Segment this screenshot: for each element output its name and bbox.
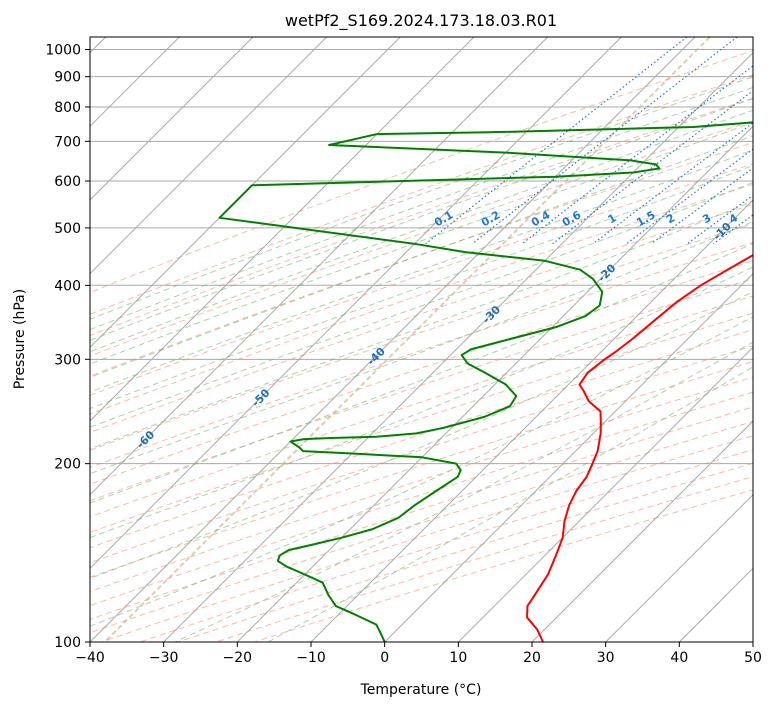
skewed-isotherms xyxy=(90,37,753,642)
isotherm-line xyxy=(90,37,401,349)
mixing-ratio-label: 1.5 xyxy=(634,208,657,229)
sounding-profiles xyxy=(218,121,753,642)
dry-adiabat-line xyxy=(90,329,753,549)
mixing-ratio-label: 6 xyxy=(766,211,775,226)
dry-adiabat-line xyxy=(90,50,753,293)
x-tick-label: 20 xyxy=(523,650,541,666)
moist-adiabat-line xyxy=(90,200,753,450)
mixing-ratio-line xyxy=(751,242,753,245)
plot-frame xyxy=(89,36,754,643)
isotherm-line xyxy=(90,37,254,201)
isotherm-line xyxy=(531,420,753,642)
y-tick-label: 700 xyxy=(54,134,81,150)
y-axis-ticks: 1000 900 800 700 600 500 400 300 200 100 xyxy=(45,43,90,651)
mixing-ratio-label: 0.1 xyxy=(432,208,455,229)
chart-title: wetPf2_S169.2024.173.18.03.R01 xyxy=(285,11,557,31)
isotherm-line xyxy=(457,346,753,642)
dry-adiabat-line xyxy=(90,183,753,415)
dry-adiabat-line xyxy=(215,476,753,642)
y-tick-label: 200 xyxy=(54,457,81,473)
dry-adiabat-line xyxy=(254,489,753,642)
x-tick-label: −40 xyxy=(75,650,105,666)
moist-adiabat-line xyxy=(90,149,753,393)
isotherm-label: -70 xyxy=(19,470,42,493)
y-tick-label: 800 xyxy=(54,100,81,116)
y-tick-label: 400 xyxy=(54,278,81,294)
isotherm-line xyxy=(605,493,753,642)
pressure-gridlines xyxy=(90,49,753,642)
mixing-ratio-label: 2 xyxy=(664,211,677,226)
dry-adiabat-line xyxy=(90,142,753,377)
frost-curve xyxy=(104,37,711,642)
x-axis-ticks: −40 −30 −20 −10 0 10 20 30 40 50 xyxy=(75,642,762,666)
isotherm-line xyxy=(752,641,753,642)
isotherm-line xyxy=(384,272,753,642)
x-axis-label: Temperature (°C) xyxy=(360,682,482,698)
dry-adiabat-line xyxy=(90,163,753,396)
isotherm-line xyxy=(310,199,753,642)
isotherm-line xyxy=(90,37,475,422)
y-tick-label: 1000 xyxy=(45,43,81,59)
moist-adiabat-line xyxy=(90,291,753,579)
dry-adiabats xyxy=(90,50,753,642)
mixing-ratio-line xyxy=(626,148,753,245)
x-tick-label: −10 xyxy=(296,650,326,666)
isotherm-line xyxy=(90,37,622,570)
x-tick-label: −20 xyxy=(223,650,253,666)
y-tick-label: 500 xyxy=(54,221,81,237)
moist-adiabat-line xyxy=(90,98,753,341)
dry-adiabat-line xyxy=(90,361,753,578)
y-tick-label: 600 xyxy=(54,174,81,190)
x-tick-label: −30 xyxy=(149,650,179,666)
isotherm-line xyxy=(163,51,753,642)
dry-adiabat-line xyxy=(90,97,753,337)
mixing-ratio-line xyxy=(592,122,753,245)
dry-adiabat-line xyxy=(90,345,753,564)
moist-adiabat-line xyxy=(90,242,753,504)
plot-area: -100-90-80-70-60-50-40-30-20-10010203040… xyxy=(19,37,775,642)
isotherm-line xyxy=(90,37,696,642)
mixing-ratio-label: 3 xyxy=(700,211,713,226)
frost-curve-line xyxy=(104,37,711,642)
mixing-ratio-line xyxy=(552,89,753,245)
moist-adiabat-line xyxy=(267,366,753,642)
dry-adiabat-line xyxy=(177,462,753,642)
x-tick-label: 0 xyxy=(380,650,389,666)
x-tick-label: 50 xyxy=(744,650,762,666)
mixing-ratio-line xyxy=(686,194,753,245)
x-tick-label: 10 xyxy=(449,650,467,666)
y-tick-label: 300 xyxy=(54,352,81,368)
x-tick-label: 30 xyxy=(597,650,615,666)
y-tick-label: 100 xyxy=(54,635,81,651)
y-tick-label: 900 xyxy=(54,70,81,86)
dry-adiabat-line xyxy=(90,120,753,357)
dry-adiabat-line xyxy=(139,449,753,642)
mixing-ratio-lines xyxy=(425,37,753,245)
moist-adiabat-line xyxy=(90,109,753,353)
sounding-profile-line xyxy=(218,121,753,642)
moist-adiabat-line xyxy=(90,181,753,428)
mixing-ratio-label: 0.4 xyxy=(529,208,553,229)
moist-adiabat-line xyxy=(90,164,753,410)
mixing-ratio-line xyxy=(713,214,753,245)
mixing-ratio-line xyxy=(521,65,753,245)
moist-adiabat-line xyxy=(90,266,753,539)
isotherm-line xyxy=(236,125,753,642)
mixing-ratio-line xyxy=(471,37,738,245)
x-tick-label: 40 xyxy=(670,650,688,666)
mixing-ratio-label: 1 xyxy=(606,211,619,226)
moist-adiabat-line xyxy=(90,86,753,331)
isotherm-label: -20 xyxy=(595,261,618,284)
sounding-profile-line xyxy=(526,254,753,642)
isotherm-line xyxy=(90,37,549,496)
y-axis-label: Pressure (hPa) xyxy=(12,289,28,389)
dry-adiabat-line xyxy=(101,435,753,642)
isotherm-line xyxy=(90,37,328,275)
moist-adiabat-line xyxy=(90,121,753,365)
